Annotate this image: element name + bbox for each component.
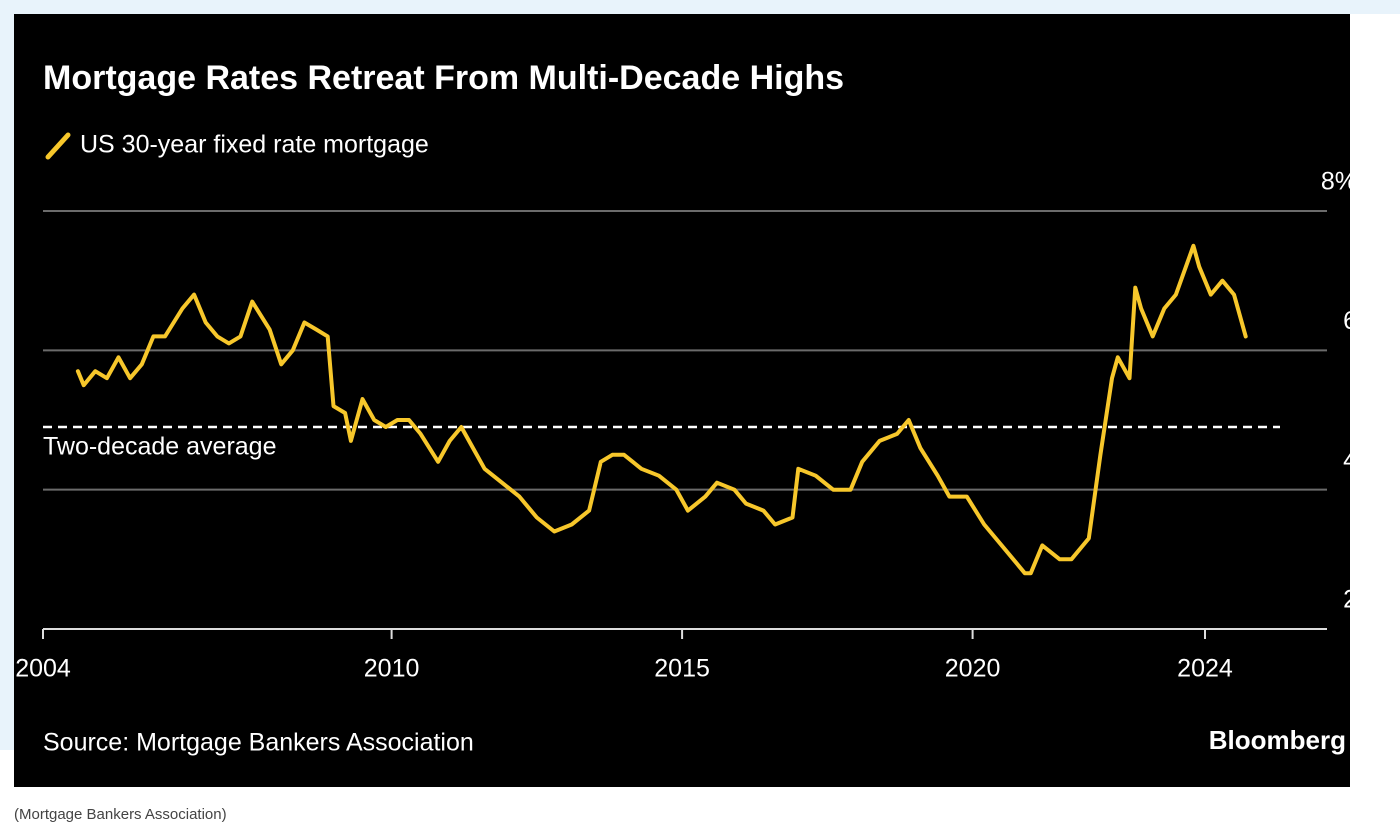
x-tick-label: 2004 (15, 655, 71, 683)
left-strip (0, 0, 14, 750)
chart-background (14, 14, 1350, 787)
y-tick-label: 2 (1343, 586, 1357, 614)
y-tick-label: 6 (1343, 307, 1357, 335)
chart-title: Mortgage Rates Retreat From Multi-Decade… (43, 59, 844, 97)
legend-label: US 30-year fixed rate mortgage (80, 131, 429, 159)
x-tick-label: 2010 (364, 655, 420, 683)
brand: Bloomberg (1209, 725, 1346, 755)
x-tick-label: 2015 (654, 655, 710, 683)
y-tick-label: 4 (1343, 446, 1357, 474)
top-strip (0, 0, 1400, 14)
caption: (Mortgage Bankers Association) (14, 806, 227, 823)
series-line (75, 243, 1248, 576)
average-label: Two-decade average (43, 433, 276, 461)
source: Source: Mortgage Bankers Association (43, 729, 474, 757)
x-tick-label: 2024 (1177, 655, 1233, 683)
legend-swatch (45, 132, 71, 160)
x-tick-label: 2020 (945, 655, 1001, 683)
y-tick-label: 8% (1321, 168, 1357, 196)
